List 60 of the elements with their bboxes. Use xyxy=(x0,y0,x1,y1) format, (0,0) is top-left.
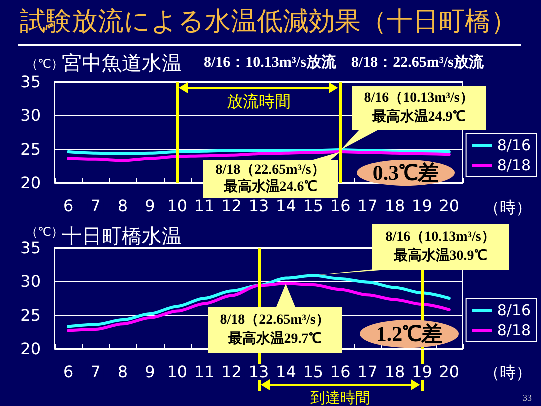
text: 8/16：10.13m³/s放流 8/18：22.65m³/s放流 xyxy=(204,55,484,71)
x-tick-label: 18 xyxy=(384,196,406,216)
x-tick-label: 16 xyxy=(330,196,351,216)
y-tick-label: 20 xyxy=(20,340,41,358)
legend-label: 8/18 xyxy=(497,322,532,340)
line-series xyxy=(67,150,451,162)
x-tick-label: 20 xyxy=(439,362,460,382)
x-tick-label: 20 xyxy=(439,196,460,216)
y-tick-label: 25 xyxy=(20,140,41,159)
y-axis-title: （℃） xyxy=(26,57,64,71)
legend-label: 8/16 xyxy=(497,136,532,154)
annotation: 0.3℃差 xyxy=(372,161,440,185)
y-tick-label: 20 xyxy=(20,174,41,192)
annotation: 1.2℃差 xyxy=(376,322,443,346)
x-tick-label: 14 xyxy=(276,196,296,216)
y-tick-label: 30 xyxy=(20,272,41,292)
x-tick-label: 11 xyxy=(194,362,215,382)
x-tick-label: 14 xyxy=(276,362,296,382)
x-tick-label: 19 xyxy=(412,362,432,382)
x-tick-label: 16 xyxy=(330,362,351,382)
text: 33 xyxy=(523,393,532,403)
y-tick-label: 25 xyxy=(20,306,41,325)
x-tick-label: 15 xyxy=(303,362,324,382)
x-tick-label: 12 xyxy=(222,196,242,216)
x-tick-label: 18 xyxy=(384,362,406,382)
x-tick-label: 7 xyxy=(90,362,101,382)
y-axis-title: （℃） xyxy=(26,225,64,239)
legend-label: 8/16 xyxy=(497,302,532,320)
annotation: 8/18（22.65m³/s）最高水温29.7℃ xyxy=(219,312,331,349)
annotation: 8/16（10.13m³/s）最高水温24.9℃ xyxy=(363,90,475,127)
x-tick-label: 10 xyxy=(167,196,188,216)
x-tick-label: 17 xyxy=(358,362,378,382)
text: 到達時間 xyxy=(310,389,371,406)
x-tick-label: 19 xyxy=(412,196,432,216)
chart-title: 十日町橋水温 xyxy=(62,224,182,248)
y-tick-label: 30 xyxy=(20,106,41,126)
x-tick-label: 10 xyxy=(167,362,188,382)
x-tick-label: 9 xyxy=(145,196,156,216)
x-tick-label: 13 xyxy=(248,196,270,216)
annotation: 8/16（10.13m³/s）最高水温30.9℃ xyxy=(384,229,496,266)
x-tick-label: 12 xyxy=(222,362,242,382)
x-axis-title: （時） xyxy=(484,363,532,382)
x-tick-label: 15 xyxy=(303,196,324,216)
x-tick-label: 17 xyxy=(358,196,378,216)
x-tick-label: 8 xyxy=(118,196,128,216)
annotation: 放流時間 xyxy=(226,92,291,111)
x-tick-label: 9 xyxy=(145,362,156,382)
y-tick-label: 35 xyxy=(20,238,41,258)
legend-label: 8/18 xyxy=(497,156,532,174)
x-tick-label: 8 xyxy=(118,362,128,382)
chart-subtitle: 宮中魚道水温 xyxy=(62,51,182,75)
annotation: 8/18（22.65m³/s）最高水温24.6℃ xyxy=(214,162,326,196)
x-tick-label: 7 xyxy=(90,196,101,216)
y-tick-label: 35 xyxy=(20,72,41,92)
x-tick-label: 6 xyxy=(64,196,74,216)
x-tick-label: 11 xyxy=(194,196,215,216)
x-axis-title: （時） xyxy=(484,198,532,217)
x-tick-label: 6 xyxy=(64,362,74,382)
x-tick-label: 13 xyxy=(248,362,270,382)
chart-title: 試験放流による水温低減効果（十日町橋） xyxy=(20,7,517,37)
